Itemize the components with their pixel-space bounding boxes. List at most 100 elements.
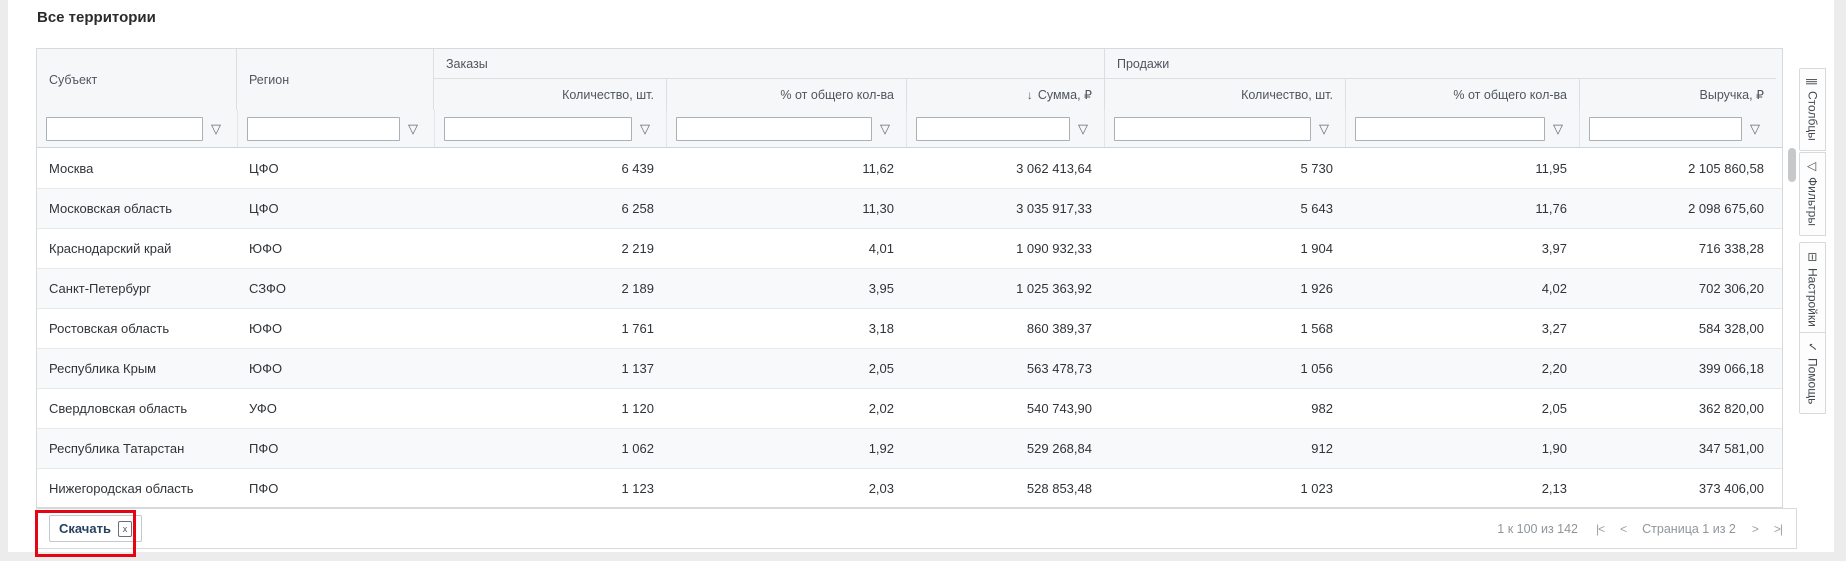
cell-sales-revenue: 2 105 860,58 (1688, 160, 1764, 176)
cell-sales-pct: 3,27 (1541, 321, 1567, 336)
filter-funnel-icon[interactable]: ▽ (640, 120, 650, 136)
cell-orders-sum: 528 853,48 (1026, 481, 1092, 496)
filter-cell-orders-sum: ▽ (906, 110, 1104, 147)
filter-funnel-icon[interactable]: ▽ (1078, 120, 1088, 136)
filter-input-sales-pct[interactable] (1355, 116, 1545, 141)
cell-orders-sum: 3 062 413,64 (1016, 160, 1092, 176)
cell-sales-qty: 1 568 (1300, 321, 1333, 336)
filter-cell-sales-pct: ▽ (1345, 110, 1579, 147)
filter-cell-orders-pct: ▽ (666, 110, 906, 147)
cell-sales-pct: 11,76 (1535, 201, 1567, 216)
column-header-sales-qty[interactable]: Количество, шт. (1104, 79, 1345, 110)
download-button[interactable]: Скачать x (49, 515, 142, 542)
cell-region: ЮФО (249, 241, 283, 256)
column-header-region[interactable]: Регион (237, 49, 434, 110)
tab-settings[interactable]: ⊟ Настройки (1799, 242, 1826, 337)
cell-region: УФО (249, 401, 277, 416)
column-header-sales-revenue[interactable]: Выручка, ₽ (1579, 79, 1776, 110)
filter-input-orders-sum[interactable] (916, 116, 1070, 141)
column-header-orders-sum-label: Сумма, ₽ (1037, 88, 1092, 102)
cell-sales-qty: 912 (1311, 441, 1333, 456)
column-header-sales-pct[interactable]: % от общего кол-ва (1345, 79, 1579, 110)
vertical-scrollbar[interactable] (1787, 48, 1797, 508)
table-row[interactable]: Республика Крым ЮФО 1 137 2,05 563 478,7… (37, 348, 1782, 388)
first-page-icon[interactable]: |< (1596, 521, 1605, 536)
filter-funnel-icon[interactable]: ▽ (1750, 120, 1760, 136)
filter-funnel-icon[interactable]: ▽ (211, 120, 221, 136)
cell-region: ПФО (249, 481, 279, 496)
cell-orders-pct: 2,02 (868, 401, 894, 416)
filter-cell-orders-qty: ▽ (434, 110, 666, 147)
download-button-label: Скачать (59, 521, 111, 536)
table-header: Субъект Регион Заказы Продажи Количество… (37, 49, 1782, 110)
cell-subject: Республика Татарстан (49, 441, 185, 456)
cell-subject: Республика Крым (49, 361, 157, 376)
funnel-icon: ▽ (1805, 162, 1820, 171)
table-row[interactable]: Москва ЦФО 6 439 11,62 3 062 413,64 5 73… (37, 148, 1782, 188)
last-page-icon[interactable]: >| (1773, 521, 1783, 536)
cell-region: ЦФО (249, 160, 279, 176)
cell-sales-pct: 2,05 (1541, 401, 1567, 416)
filter-cell-sales-revenue: ▽ (1579, 110, 1776, 147)
table-row[interactable]: Санкт-Петербург СЗФО 2 189 3,95 1 025 36… (37, 268, 1782, 308)
filter-input-region[interactable] (247, 116, 400, 141)
sort-desc-icon: ↓ (1026, 87, 1033, 102)
column-header-orders-pct[interactable]: % от общего кол-ва (666, 79, 906, 110)
cell-sales-qty: 982 (1311, 401, 1333, 416)
cell-sales-pct: 3,97 (1541, 241, 1567, 256)
table-row[interactable]: Республика Татарстан ПФО 1 062 1,92 529 … (37, 428, 1782, 468)
settings-icon: ⊟ (1805, 252, 1820, 262)
column-header-orders-sum[interactable]: ↓ Сумма, ₽ (906, 79, 1104, 110)
filter-input-orders-pct[interactable] (676, 116, 872, 141)
cell-sales-revenue: 399 066,18 (1698, 361, 1764, 376)
column-header-subject[interactable]: Субъект (37, 49, 237, 110)
filter-funnel-icon[interactable]: ▽ (408, 120, 418, 136)
cell-subject: Московская область (49, 201, 173, 216)
tab-help-label: Помощь (1805, 358, 1820, 405)
filter-funnel-icon[interactable]: ▽ (880, 120, 890, 136)
tab-help[interactable]: ✓ Помощь (1799, 332, 1826, 415)
table-row[interactable]: Московская область ЦФО 6 258 11,30 3 035… (37, 188, 1782, 228)
prev-page-icon[interactable]: < (1620, 521, 1627, 536)
cell-subject: Нижегородская область (49, 481, 194, 496)
table-row[interactable]: Нижегородская область ПФО 1 123 2,03 528… (37, 468, 1782, 507)
tab-filters[interactable]: ▽ Фильтры (1799, 152, 1826, 237)
cell-sales-pct: 1,90 (1541, 441, 1567, 456)
group-header-sales: Продажи (1104, 49, 1776, 79)
cell-orders-qty: 1 120 (621, 401, 654, 416)
cell-sales-qty: 1 056 (1300, 361, 1333, 376)
filter-funnel-icon[interactable]: ▽ (1553, 120, 1563, 136)
cell-orders-pct: 4,01 (868, 241, 894, 256)
filter-funnel-icon[interactable]: ▽ (1319, 120, 1329, 136)
cell-sales-revenue: 347 581,00 (1698, 441, 1764, 456)
filter-input-sales-revenue[interactable] (1589, 116, 1742, 141)
group-header-orders: Заказы (434, 49, 1104, 79)
cell-orders-sum: 529 268,84 (1026, 441, 1092, 456)
cell-sales-pct: 4,02 (1541, 281, 1567, 296)
cell-sales-qty: 1 023 (1300, 481, 1333, 496)
cell-sales-pct: 2,20 (1541, 361, 1567, 376)
pagination-controls: |< < Страница 1 из 2 > >| (1596, 521, 1783, 536)
cell-orders-pct: 11,62 (862, 160, 894, 176)
table-body: Москва ЦФО 6 439 11,62 3 062 413,64 5 73… (37, 148, 1782, 507)
tab-columns[interactable]: ||| Столбцы (1799, 68, 1826, 152)
filter-input-subject[interactable] (46, 116, 203, 141)
table-row[interactable]: Краснодарский край ЮФО 2 219 4,01 1 090 … (37, 228, 1782, 268)
cell-subject: Свердловская область (49, 401, 188, 416)
table-row[interactable]: Ростовская область ЮФО 1 761 3,18 860 38… (37, 308, 1782, 348)
filter-cell-region: ▽ (237, 110, 434, 147)
next-page-icon[interactable]: > (1751, 521, 1759, 536)
cell-sales-qty: 5 730 (1300, 160, 1333, 176)
cell-orders-qty: 2 219 (621, 241, 654, 256)
column-header-orders-qty[interactable]: Количество, шт. (562, 87, 654, 102)
filter-input-orders-qty[interactable] (444, 116, 632, 141)
cell-orders-qty: 1 123 (621, 481, 654, 496)
table-row[interactable]: Свердловская область УФО 1 120 2,02 540 … (37, 388, 1782, 428)
cell-orders-sum: 563 478,73 (1026, 361, 1092, 376)
cell-sales-revenue: 702 306,20 (1698, 281, 1764, 296)
cell-region: ЦФО (249, 201, 279, 216)
cell-sales-qty: 1 904 (1300, 241, 1333, 256)
cell-subject: Краснодарский край (49, 241, 172, 256)
filter-input-sales-qty[interactable] (1114, 116, 1311, 141)
scrollbar-thumb[interactable] (1788, 148, 1796, 182)
